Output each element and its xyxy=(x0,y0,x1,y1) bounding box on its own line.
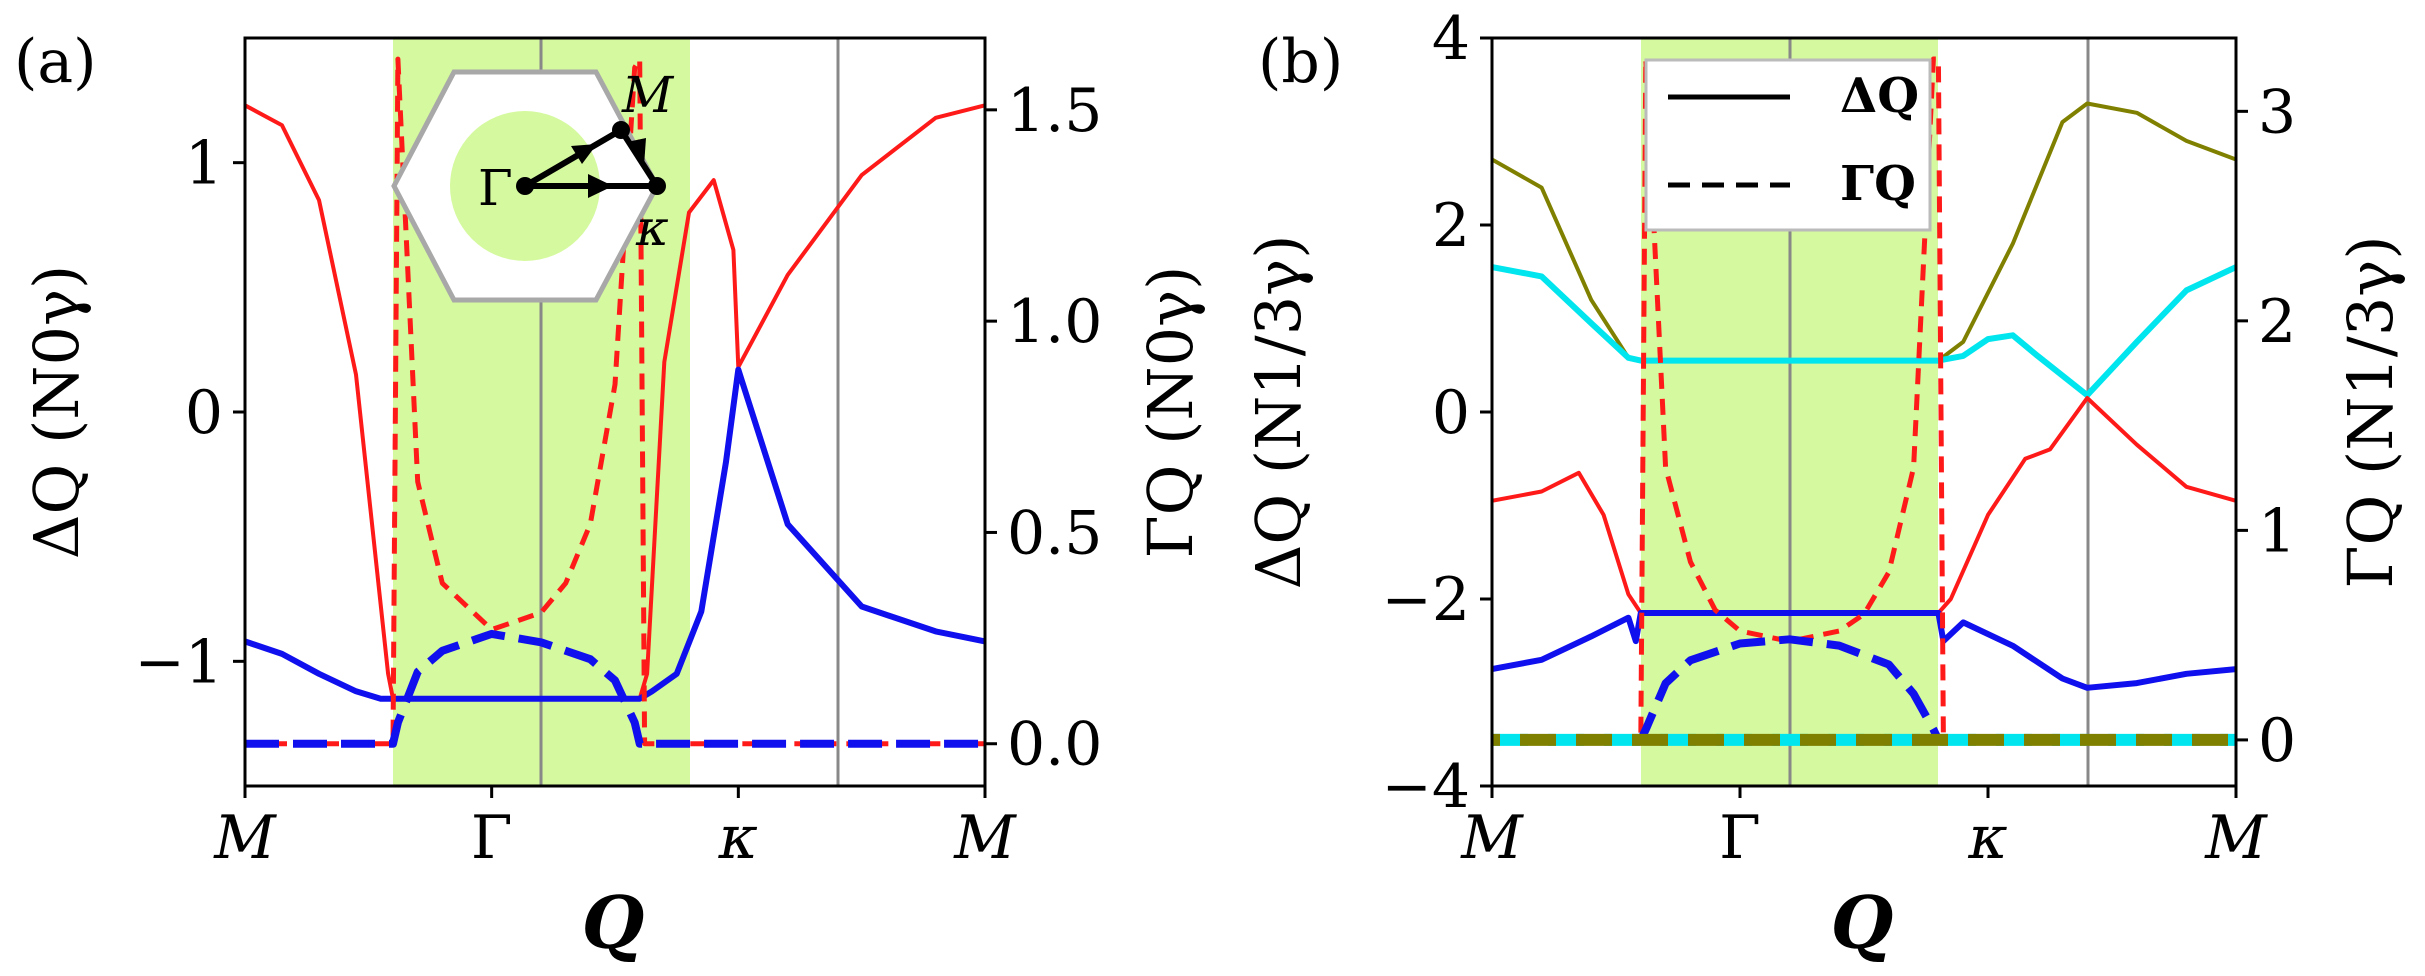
y-right-tick-label: 0.0 xyxy=(1007,710,1102,780)
x-tick-label: Γ xyxy=(1719,803,1761,873)
y-left-tick-label: 0 xyxy=(185,378,223,448)
x-tick-label: M xyxy=(953,803,1017,873)
panel-a-curves xyxy=(245,56,985,748)
y-left-tick-label: −4 xyxy=(1382,752,1470,822)
y-right-tick-label: 0.5 xyxy=(1007,498,1102,568)
x-tick-label: κ xyxy=(718,803,758,873)
series--q-band-blue xyxy=(1492,635,2236,744)
y-right-tick-label: 2 xyxy=(2258,287,2296,357)
panel-b-ylabel-left: ΔQ (N1/3γ) xyxy=(1242,235,1315,590)
inset-label-kappa: κ xyxy=(635,199,669,257)
series--q-band-2 xyxy=(245,366,985,702)
x-tick-label: M xyxy=(213,803,277,873)
y-right-tick-label: 1.5 xyxy=(1007,76,1102,146)
arrowhead-icon xyxy=(627,138,646,166)
panel-b-label: (b) xyxy=(1258,27,1343,97)
m-point xyxy=(612,121,630,139)
y-left-tick-label: −1 xyxy=(135,627,223,697)
brillouin-zone-inset: Γ M κ xyxy=(391,66,675,303)
gamma-to-m-arrow xyxy=(523,127,623,189)
x-tick-label: M xyxy=(2204,803,2268,873)
series--q-band-2 xyxy=(245,629,985,748)
panel-b-legend: ΔQ ΓQ xyxy=(1644,58,1932,232)
y-left-tick-label: 4 xyxy=(1432,4,1470,74)
y-left-tick-label: −2 xyxy=(1382,565,1470,635)
gamma-point xyxy=(516,177,534,195)
panel-a-ylabel-left: ΔQ (N0γ) xyxy=(20,265,93,559)
legend-label-gamma: ΓQ xyxy=(1840,156,1916,212)
x-tick-label: M xyxy=(1460,803,1524,873)
series--q-band-1 xyxy=(245,103,985,701)
y-right-tick-label: 3 xyxy=(2258,77,2296,147)
inset-label-m: M xyxy=(621,66,675,124)
x-tick-label: κ xyxy=(1967,803,2007,873)
inset-label-gamma: Γ xyxy=(478,159,513,217)
panel-a-label: (a) xyxy=(14,27,97,97)
y-right-tick-label: 1 xyxy=(2258,496,2296,566)
y-left-tick-label: 1 xyxy=(185,129,223,199)
arrowhead-icon xyxy=(588,174,613,198)
panel-a-ylabel-right: ΓQ (N0γ) xyxy=(1134,266,1207,559)
y-left-tick-label: 2 xyxy=(1432,191,1470,261)
panel-b-curves xyxy=(1492,56,2236,746)
legend-label-delta: ΔQ xyxy=(1840,68,1919,124)
y-right-tick-label: 0 xyxy=(2258,706,2296,776)
arrowhead-icon xyxy=(571,144,597,164)
series--q-band-cyan xyxy=(1492,264,2236,399)
y-right-tick-label: 1.0 xyxy=(1007,287,1102,357)
panel-b-ylabel-right: ΓQ (N1/3γ) xyxy=(2334,235,2407,588)
series--q-band-red xyxy=(1492,396,2236,615)
panel-a-xlabel: Q xyxy=(582,880,645,965)
y-left-tick-label: 0 xyxy=(1432,378,1470,448)
series--q-band-olive xyxy=(1492,101,2236,363)
legend-box xyxy=(1644,58,1932,232)
x-tick-label: Γ xyxy=(471,803,513,873)
panel-b-xlabel: Q xyxy=(1831,880,1894,965)
kappa-point xyxy=(648,177,666,195)
